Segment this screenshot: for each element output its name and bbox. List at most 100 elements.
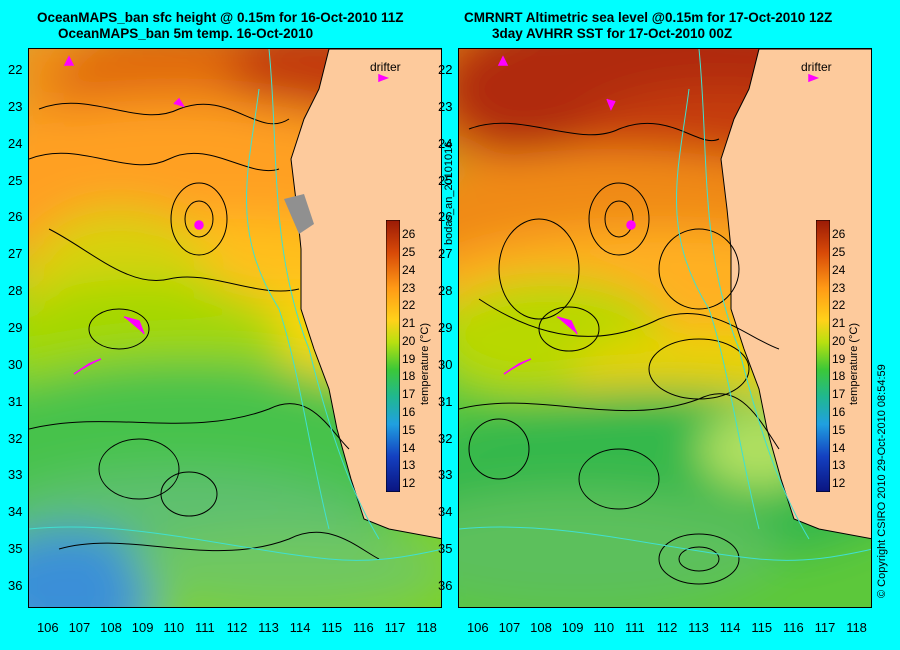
right-colorbar-tick: 13 xyxy=(832,458,846,473)
right-lat-tick: 28 xyxy=(438,283,453,299)
right-colorbar-tick: 24 xyxy=(832,262,846,277)
right-colorbar-tick: 18 xyxy=(832,369,846,384)
right-title-line1: CMRNRT Altimetric sea level @0.15m for 1… xyxy=(464,10,833,25)
right-lat-tick: 30 xyxy=(438,356,453,372)
left-lon-tick: 113 xyxy=(258,620,279,635)
right-lat-tick: 27 xyxy=(438,246,453,262)
right-colorbar-tick: 17 xyxy=(832,387,846,402)
left-lat-tick: 35 xyxy=(8,541,23,557)
right-colorbar-tick: 15 xyxy=(832,422,846,437)
left-colorbar-tick: 13 xyxy=(402,458,416,473)
right-colorbar xyxy=(816,220,830,492)
right-lon-tick: 110 xyxy=(593,620,615,635)
left-lat-tick: 31 xyxy=(8,393,23,409)
right-lat-tick: 24 xyxy=(438,135,453,151)
left-colorbar-tick: 19 xyxy=(402,351,416,366)
left-lat-tick: 28 xyxy=(8,283,23,299)
left-bathy-contours xyxy=(29,49,441,561)
right-colorbar-tick: 22 xyxy=(832,298,846,313)
right-lat-tick: 23 xyxy=(438,98,453,114)
right-lat-tick: 25 xyxy=(438,172,453,188)
right-lat-tick: 35 xyxy=(438,541,453,557)
right-ssh-contours xyxy=(459,122,780,585)
right-title-line2: 3day AVHRR SST for 17-Oct-2010 00Z xyxy=(492,26,733,41)
right-lon-tick: 113 xyxy=(688,620,709,635)
right-colorbar-label: temperature (°C) xyxy=(848,322,860,405)
right-map xyxy=(458,48,872,608)
right-land xyxy=(720,49,871,540)
left-lat-tick: 27 xyxy=(8,246,23,262)
right-lat-tick: 32 xyxy=(438,430,453,446)
run-id-label: bodas_an_20101016 xyxy=(443,141,455,245)
left-drifters xyxy=(63,55,390,375)
left-lon-tick: 108 xyxy=(100,620,122,635)
left-lon-tick: 106 xyxy=(36,620,59,635)
left-land xyxy=(290,49,441,540)
left-ssh-contours xyxy=(29,102,380,560)
left-lat-tick: 33 xyxy=(8,467,23,483)
left-lon-tick: 115 xyxy=(321,620,343,635)
left-lat-tick: 22 xyxy=(8,62,23,78)
left-colorbar-tick: 20 xyxy=(402,333,416,348)
right-lon-tick: 107 xyxy=(498,620,521,635)
left-lon-tick: 111 xyxy=(194,620,215,635)
left-lon-tick: 116 xyxy=(352,620,374,635)
right-colorbar-tick: 12 xyxy=(832,476,846,491)
right-colorbar-tick: 25 xyxy=(832,245,846,259)
right-colorbar-tick: 19 xyxy=(832,351,846,366)
left-lon-tick: 110 xyxy=(163,620,185,635)
right-lon-tick: 115 xyxy=(751,620,773,635)
left-lon-tick: 107 xyxy=(68,620,91,635)
right-lat-tick: 34 xyxy=(438,504,453,520)
left-colorbar-tick: 12 xyxy=(402,476,416,491)
right-map-svg xyxy=(459,49,871,607)
left-lat-tick: 36 xyxy=(8,577,23,593)
left-drifter-legend: drifter xyxy=(370,60,401,74)
left-colorbar-label: temperature (°C) xyxy=(419,322,431,405)
left-colorbar-tick: 14 xyxy=(402,440,416,455)
left-colorbar-tick: 26 xyxy=(402,227,416,242)
left-lat-tick: 32 xyxy=(8,430,23,446)
right-colorbar-tick: 16 xyxy=(832,405,846,419)
left-colorbar-tick: 16 xyxy=(402,405,416,419)
left-land-shadow xyxy=(284,194,314,234)
left-lon-tick: 114 xyxy=(289,620,311,635)
left-title-line2: OceanMAPS_ban 5m temp. 16-Oct-2010 xyxy=(58,26,314,41)
left-colorbar-tick: 24 xyxy=(402,262,416,277)
right-drifters xyxy=(497,55,820,375)
left-map xyxy=(28,48,442,608)
left-colorbar-tick: 21 xyxy=(402,316,416,331)
right-lon-tick: 117 xyxy=(814,620,836,635)
left-lat-tick: 30 xyxy=(8,356,23,372)
right-colorbar-tick: 23 xyxy=(832,280,846,295)
right-lat-tick: 33 xyxy=(438,467,453,483)
left-lat-tick: 34 xyxy=(8,504,23,520)
right-colorbar-tick: 26 xyxy=(832,227,846,242)
copyright-label: © Copyright CSIRO 2010 29-Oct-2010 08:54… xyxy=(876,364,888,598)
right-lat-tick: 36 xyxy=(438,577,453,593)
right-colorbar-tick: 20 xyxy=(832,333,846,348)
right-lon-tick: 116 xyxy=(782,620,804,635)
left-lat-tick: 24 xyxy=(8,135,23,151)
right-lon-tick: 111 xyxy=(624,620,645,635)
right-lon-tick: 108 xyxy=(530,620,552,635)
left-lat-tick: 29 xyxy=(8,320,23,335)
left-colorbar-tick: 23 xyxy=(402,280,416,295)
left-colorbar-tick: 17 xyxy=(402,387,416,402)
left-lat-tick: 23 xyxy=(8,98,23,114)
right-lat-tick: 29 xyxy=(438,320,453,335)
left-colorbar-tick: 18 xyxy=(402,369,416,384)
right-lon-tick: 118 xyxy=(846,620,867,635)
left-map-svg xyxy=(29,49,441,607)
right-lat-tick: 26 xyxy=(438,209,453,225)
left-lon-tick: 112 xyxy=(226,620,248,635)
left-lon-tick: 118 xyxy=(416,620,437,635)
right-bathy-contours xyxy=(459,49,871,561)
left-lon-tick: 117 xyxy=(384,620,406,635)
right-lon-tick: 109 xyxy=(561,620,584,635)
right-colorbar-tick: 21 xyxy=(832,316,846,331)
right-drifter-legend: drifter xyxy=(801,60,832,74)
left-lon-tick: 109 xyxy=(131,620,154,635)
left-colorbar-tick: 15 xyxy=(402,422,416,437)
right-lat-tick: 22 xyxy=(438,62,453,78)
